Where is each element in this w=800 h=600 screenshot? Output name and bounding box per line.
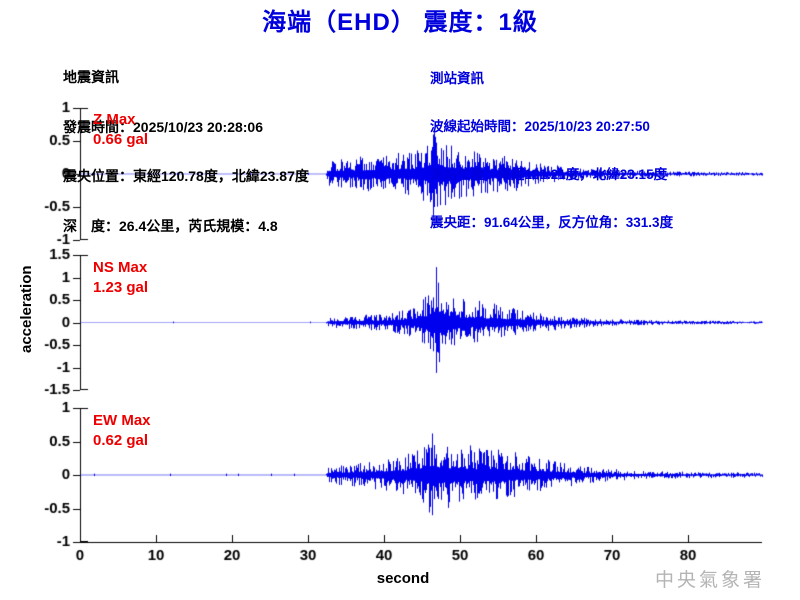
- channel-label-ns: NS Max 1.23 gal: [93, 258, 148, 298]
- station-info-block: 測站資訊 波線起始時間：2025/10/23 20:27:50 測站位置：東經1…: [430, 39, 673, 263]
- agency-watermark: 中央氣象署: [654, 570, 765, 591]
- channel-max-value: 0.66 gal: [93, 131, 149, 148]
- earthquake-info-block: 地震資訊 發震時間：2025/10/23 20:28:06 震央位置：東經120…: [63, 36, 309, 267]
- earthquake-info-header: 地震資訊: [63, 69, 119, 85]
- y-axis-label: acceleration: [18, 265, 35, 353]
- channel-max-value: 0.62 gal: [93, 432, 149, 449]
- earthquake-info-line: 發震時間：2025/10/23 20:28:06: [63, 118, 263, 135]
- channel-label-ew: EW Max 0.62 gal: [93, 411, 151, 451]
- station-info-line: 測站位置：東經121.21度，北緯23.15度: [430, 167, 668, 182]
- channel-name: Z Max: [93, 111, 136, 128]
- channel-label-z: Z Max 0.66 gal: [93, 110, 148, 150]
- page-title: 海端（EHD） 震度：1級: [262, 9, 538, 36]
- station-info-line: 波線起始時間：2025/10/23 20:27:50: [430, 119, 650, 134]
- station-info-line: 震央距：91.64公里，反方位角：331.3度: [430, 215, 674, 230]
- earthquake-info-line: 深 度：26.4公里，芮氏規模：4.8: [63, 217, 278, 234]
- channel-name: EW Max: [93, 412, 151, 429]
- earthquake-info-line: 震央位置：東經120.78度，北緯23.87度: [63, 168, 309, 184]
- x-axis-label: second: [376, 570, 430, 587]
- channel-max-value: 1.23 gal: [93, 279, 149, 296]
- channel-name: NS Max: [93, 259, 148, 276]
- station-info-header: 測站資訊: [430, 71, 484, 86]
